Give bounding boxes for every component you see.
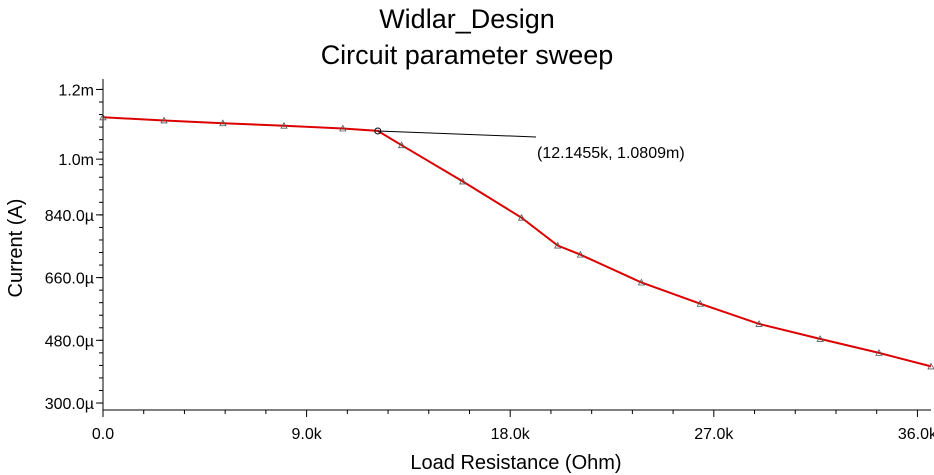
annotation-label: (12.1455k, 1.0809m) bbox=[537, 145, 685, 162]
data-point bbox=[99, 113, 107, 121]
data-point bbox=[339, 124, 347, 132]
x-tick-label: 36.0k bbox=[898, 426, 934, 443]
x-tick-label: 18.0k bbox=[491, 426, 531, 443]
data-point bbox=[875, 349, 883, 356]
data-point bbox=[459, 177, 467, 185]
data-point bbox=[554, 241, 562, 249]
x-axis-label: Load Resistance (Ohm) bbox=[410, 452, 621, 474]
annotation-layer: (12.1455k, 1.0809m) bbox=[374, 127, 685, 162]
y-tick-label: 1.2m bbox=[58, 82, 94, 99]
x-tick-label: 9.0k bbox=[291, 426, 322, 443]
y-axis-label: Current (A) bbox=[5, 199, 27, 298]
plot-frame bbox=[102, 79, 931, 411]
data-point bbox=[280, 121, 288, 129]
y-axis: 300.0µ 480.0µ 660.0µ 840.0µ 1.0m 1.2m bbox=[45, 82, 103, 413]
y-tick-label: 300.0µ bbox=[45, 396, 94, 413]
data-point bbox=[576, 250, 585, 258]
chart-subtitle: Circuit parameter sweep bbox=[321, 40, 614, 70]
series-line bbox=[102, 116, 932, 368]
y-tick-label: 840.0µ bbox=[45, 208, 94, 225]
chart-title: Widlar_Design bbox=[379, 4, 555, 34]
data-point bbox=[219, 119, 227, 127]
data-point bbox=[816, 335, 824, 342]
data-point bbox=[397, 141, 406, 149]
x-axis: 0.0 9.0k 18.0k 27.0k 36.0k bbox=[92, 410, 934, 443]
y-tick-label: 660.0µ bbox=[45, 271, 94, 288]
data-point bbox=[696, 299, 704, 307]
data-point bbox=[637, 278, 646, 286]
annotation-leader bbox=[377, 130, 537, 138]
x-tick-label: 27.0k bbox=[694, 426, 734, 443]
series-layer bbox=[99, 113, 934, 370]
data-point bbox=[517, 213, 526, 221]
data-point bbox=[927, 362, 934, 370]
data-point bbox=[755, 320, 763, 327]
x-tick-label: 0.0 bbox=[92, 426, 114, 443]
y-tick-label: 480.0µ bbox=[45, 333, 94, 350]
y-tick-label: 1.0m bbox=[58, 152, 94, 169]
data-point bbox=[160, 116, 168, 124]
